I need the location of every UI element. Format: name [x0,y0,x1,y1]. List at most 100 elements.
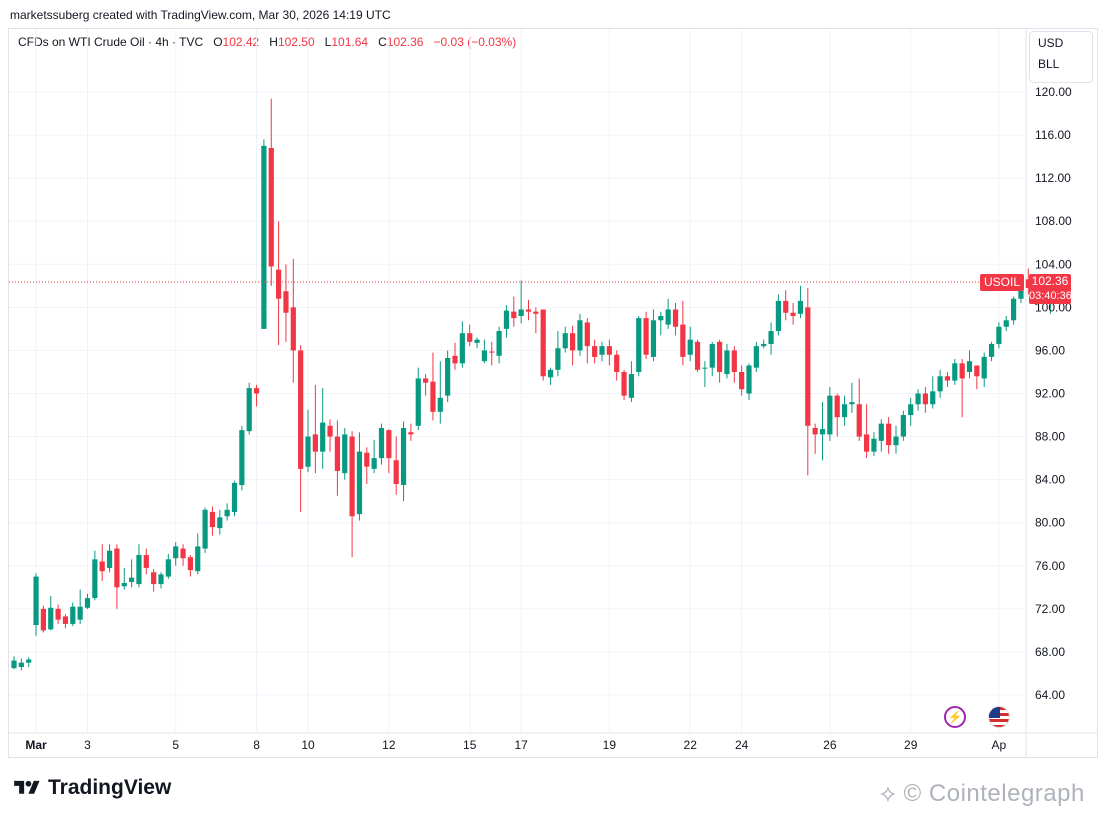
candle-body [298,350,304,469]
candle [92,550,98,601]
candle [18,658,24,671]
candle [165,553,171,579]
candle-body [386,430,392,459]
candle-body [165,559,171,577]
candle [187,555,193,577]
open-value: 102.42 [222,35,260,49]
y-tick-label: 92.00 [1035,387,1065,401]
candle-body [400,427,407,486]
candle-body [966,361,973,372]
candle [966,350,973,379]
candle-body [283,291,289,313]
candle [974,365,980,390]
x-tick-label: 22 [684,738,698,752]
candle [665,298,671,329]
candle [77,589,83,624]
candle-body [819,429,826,435]
candle [731,346,737,383]
candle [871,432,877,456]
candle-body [547,369,554,378]
candle [151,569,157,592]
us-flag-icon[interactable] [988,706,1010,728]
candle-body [937,376,943,392]
candle [364,447,370,484]
candle-body [496,331,502,356]
candle [503,305,510,338]
candle [305,409,311,473]
candle-body [562,333,568,349]
candle-body [231,482,238,512]
candle [276,221,282,346]
candle-body [70,606,76,624]
candle [202,507,208,553]
candle-body [378,427,385,459]
candle-body [636,318,642,372]
candle-body [459,333,465,364]
y-tick-label: 88.00 [1035,430,1065,444]
candle [459,321,465,368]
candle [253,384,260,407]
candle-body [533,311,539,314]
candle-body [783,300,789,313]
lightning-icon[interactable]: ⚡ [944,706,966,728]
candle-body [511,311,517,319]
candle-body [864,434,870,452]
price-axis: 64.00 68.00 72.00 76.00 80.00 84.00 88.00 92.00… [1035,85,1072,702]
candle-body [540,309,546,377]
candle-body [841,404,848,418]
y-tick-label: 76.00 [1035,559,1065,573]
candle [312,384,318,474]
candle [224,503,230,521]
y-tick-label: 112.00 [1035,171,1071,185]
x-tick-label: 10 [301,738,315,752]
candle-body [11,660,17,669]
ticker-badge: USOIL [980,274,1024,291]
candle [173,542,179,566]
candle-body [959,363,965,379]
candle [650,309,657,362]
candle [452,342,458,370]
candle-body [981,356,987,379]
candle-body [467,333,473,342]
candle-body [445,357,451,396]
candle [143,548,149,575]
candle-body [99,561,105,572]
candle [996,322,1002,349]
candle-body [672,309,679,327]
candle-body [195,546,201,572]
ohlc-legend: CFDs on WTI Crude Oil · 4h · TVC O102.42… [18,35,516,49]
y-tick-label: 80.00 [1035,516,1065,530]
candle [768,322,774,355]
open-label: O [213,35,223,49]
tradingview-logo[interactable]: TradingView [12,776,171,800]
candle [849,382,855,413]
candle-body [1011,298,1017,321]
candle-body [452,355,458,364]
candle-body [790,312,796,316]
candle-body [525,309,532,312]
candle-body [246,388,252,432]
x-tick-label: 5 [172,738,179,752]
candle [944,371,951,388]
candle [672,303,679,336]
candle [952,359,958,385]
candle [841,395,848,426]
candle-body [746,365,752,394]
candle-body [812,427,818,435]
candle [298,345,304,512]
candle [84,593,91,609]
candle [129,559,135,588]
candle [570,325,576,366]
candle [533,307,539,334]
candle [114,544,120,609]
candle-body [922,393,928,405]
x-tick-label: 24 [735,738,749,752]
candle [599,341,605,362]
candle-body [753,346,759,368]
candle [11,656,17,670]
currency-unit-selector[interactable]: USD BLL [1029,31,1093,83]
candle-body [709,343,715,368]
low-value: 101.64 [331,35,369,49]
candle-body [18,662,24,668]
